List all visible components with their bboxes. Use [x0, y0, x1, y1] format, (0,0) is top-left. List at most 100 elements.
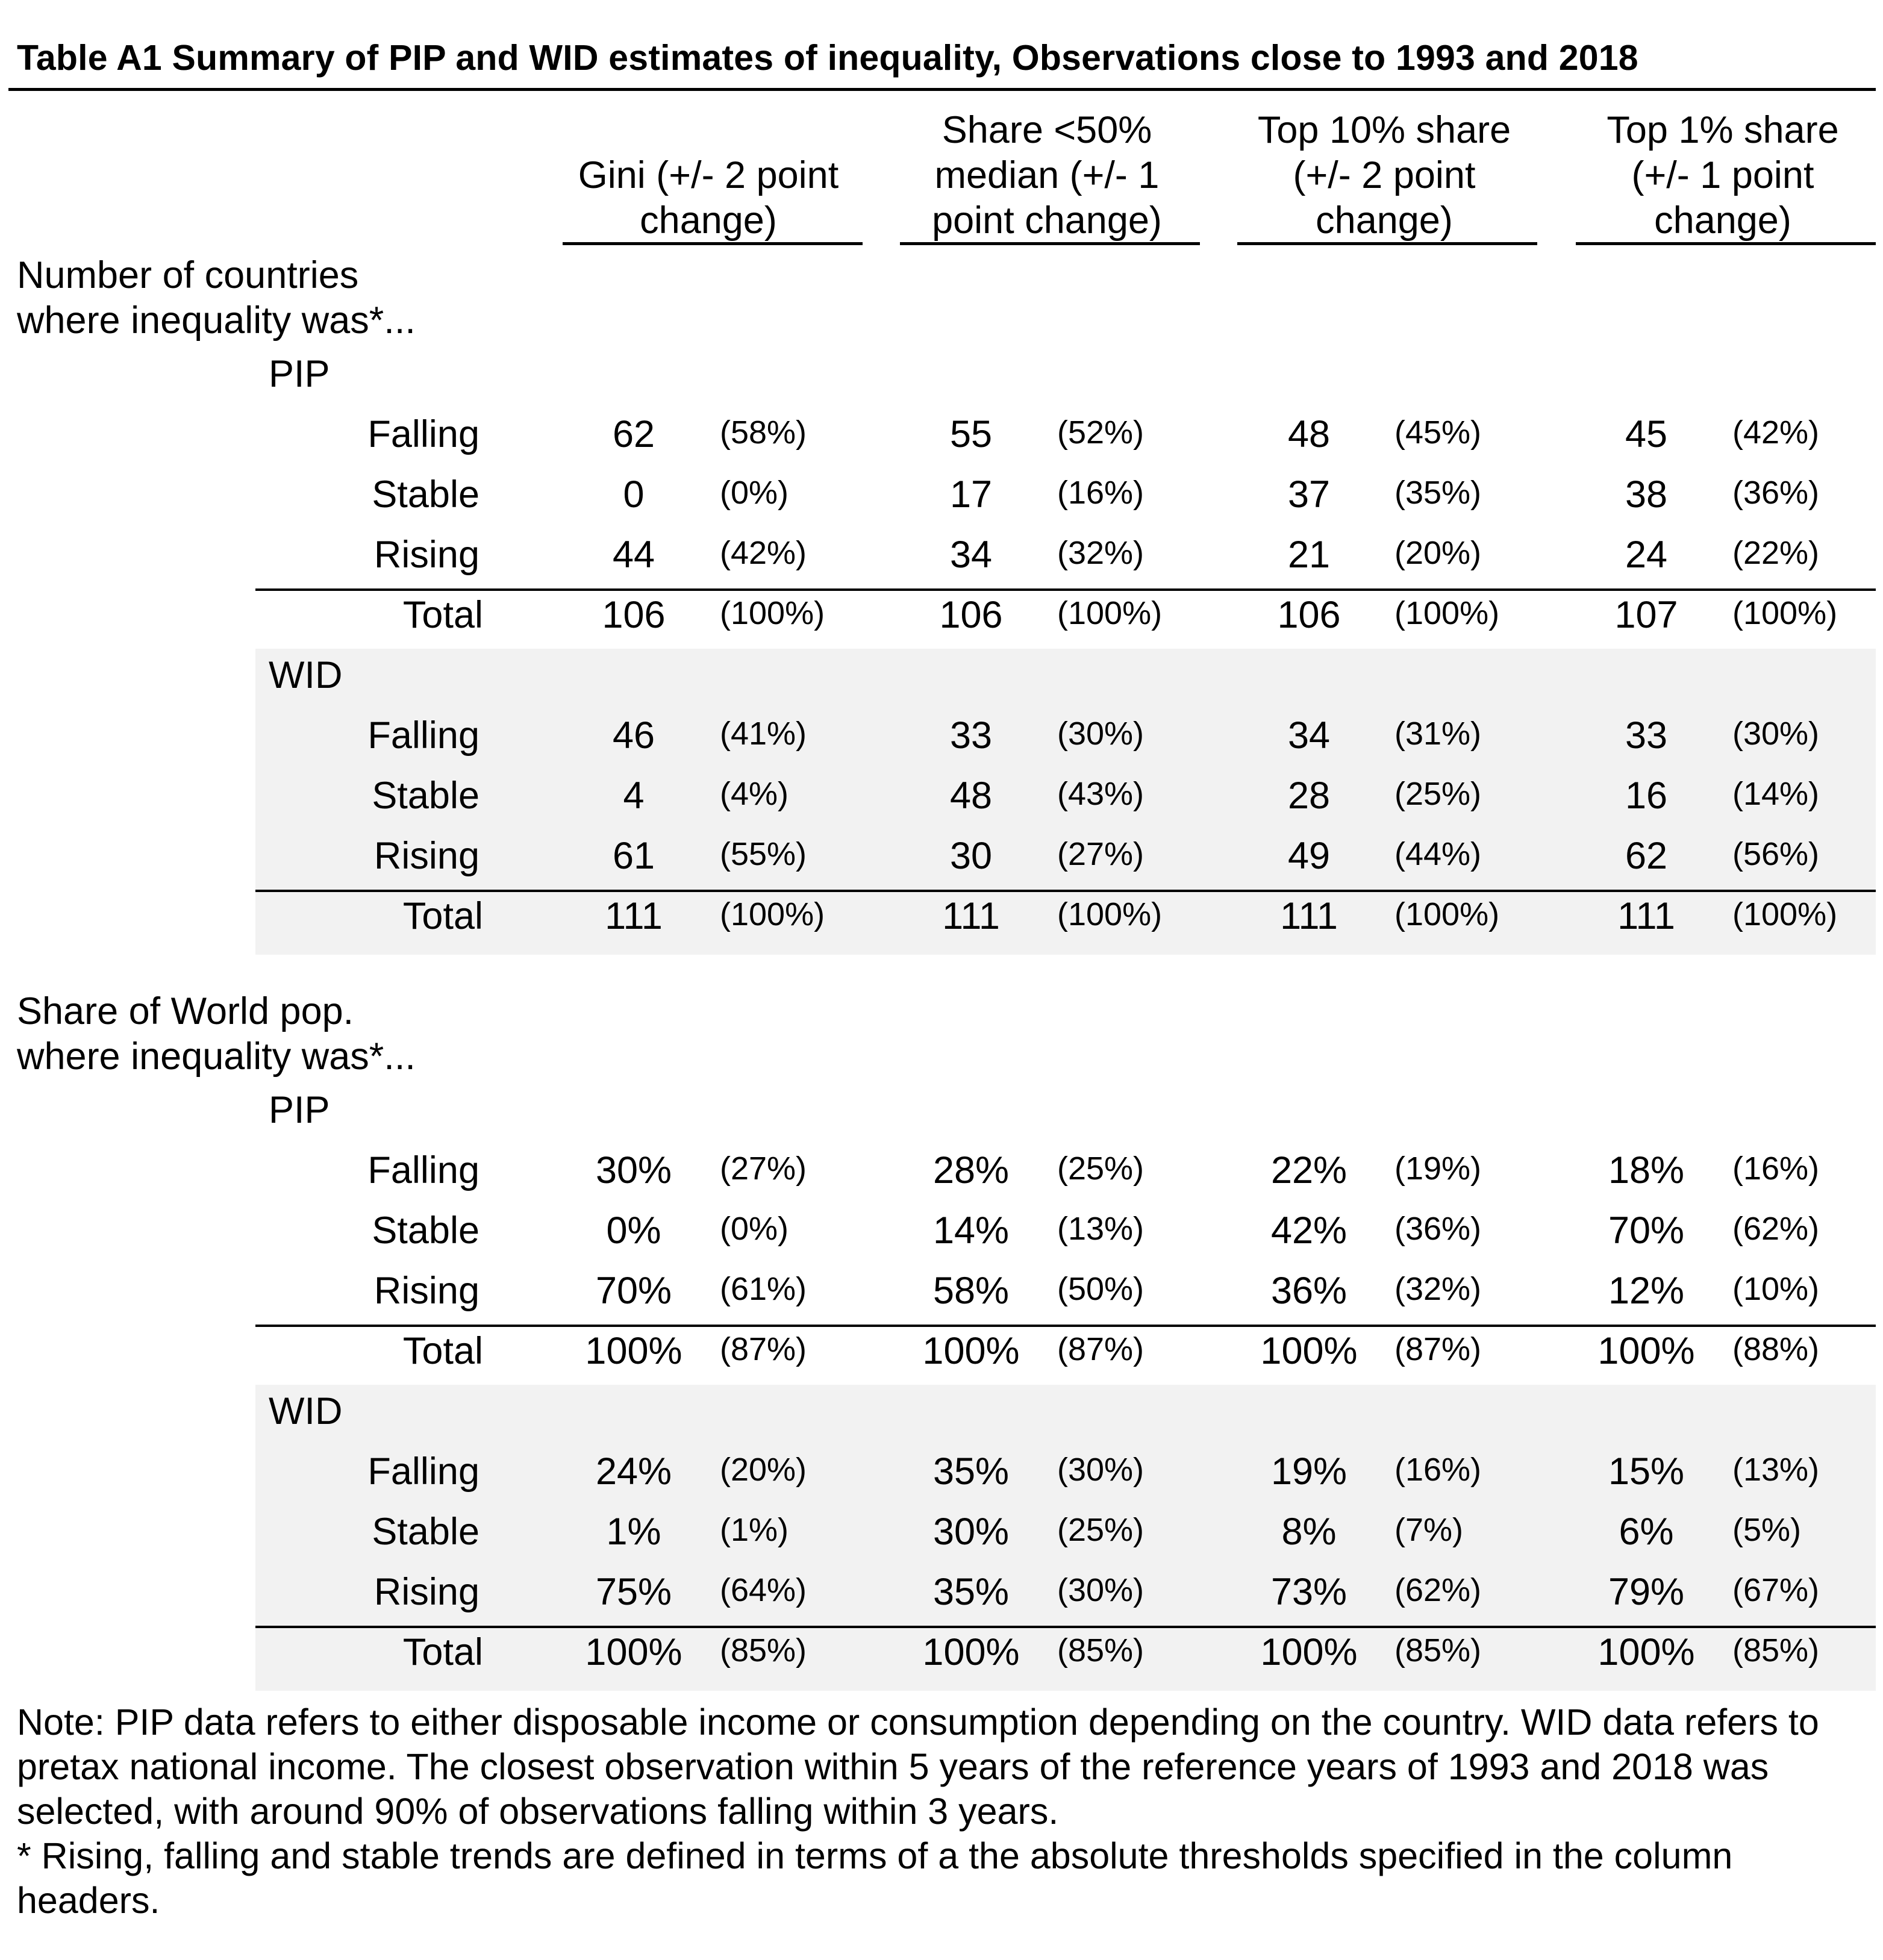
column-header-line: point change)	[932, 199, 1162, 242]
cell-percent: (14%)	[1732, 776, 1820, 812]
cell-percent: (16%)	[1732, 1150, 1820, 1187]
cell-value: 49	[1287, 835, 1331, 877]
cell-percent: (30%)	[1057, 1572, 1144, 1608]
cell-percent: (58%)	[720, 414, 807, 451]
column-header-line: change)	[640, 199, 777, 242]
table-title: Table A1 Summary of PIP and WID estimate…	[17, 38, 1638, 78]
cell-percent: (27%)	[720, 1150, 807, 1187]
cell-percent: (100%)	[720, 896, 825, 932]
cell-percent: (67%)	[1732, 1572, 1820, 1608]
cell-percent: (32%)	[1394, 1271, 1482, 1307]
cell-value: 48	[1287, 413, 1331, 455]
cell-value: 33	[949, 714, 993, 757]
cell-value: 100%	[1260, 1330, 1358, 1372]
cell-value: 62	[1625, 835, 1668, 877]
cell-value: 28	[1287, 775, 1331, 817]
cell-value: 106	[939, 594, 1003, 636]
cell-value: 61	[612, 835, 655, 877]
cell-value: 18%	[1608, 1149, 1685, 1191]
cell-percent: (100%)	[720, 595, 825, 631]
cell-value: 45	[1625, 413, 1668, 455]
cell-percent: (20%)	[720, 1452, 807, 1488]
cell-value: 35%	[932, 1571, 1010, 1613]
cell-value: 75%	[595, 1571, 672, 1613]
cell-value: 100%	[1597, 1330, 1695, 1372]
cell-percent: (31%)	[1394, 716, 1482, 752]
cell-value: 28%	[932, 1149, 1010, 1191]
cell-percent: (100%)	[1732, 595, 1838, 631]
cell-value: 44	[612, 534, 655, 576]
cell-percent: (85%)	[1732, 1632, 1820, 1668]
cell-percent: (16%)	[1394, 1452, 1482, 1488]
cell-value: 22%	[1270, 1149, 1347, 1191]
column-header-line: median (+/- 1	[934, 154, 1160, 196]
cell-value: 24	[1625, 534, 1668, 576]
cell-value: 70%	[595, 1270, 672, 1312]
cell-percent: (85%)	[1394, 1632, 1482, 1668]
cell-value: 55	[949, 413, 993, 455]
cell-percent: (100%)	[1394, 595, 1500, 631]
cell-value: 36%	[1270, 1270, 1347, 1312]
cell-value: 111	[1617, 895, 1675, 937]
cell-percent: (10%)	[1732, 1271, 1820, 1307]
cell-percent: (13%)	[1732, 1452, 1820, 1488]
cell-percent: (56%)	[1732, 836, 1820, 872]
row-label: Rising	[373, 1270, 479, 1312]
row-label: Stable	[372, 1209, 479, 1252]
column-header-rule	[563, 242, 863, 245]
section-heading: Share of World pop.	[17, 990, 354, 1032]
cell-percent: (87%)	[1394, 1331, 1482, 1367]
cell-percent: (13%)	[1057, 1211, 1144, 1247]
cell-value: 4	[623, 775, 645, 817]
note-paragraph: Note: PIP data refers to either disposab…	[17, 1702, 1819, 1832]
column-header-line: (+/- 2 point	[1293, 154, 1476, 196]
cell-percent: (0%)	[720, 475, 789, 511]
cell-percent: (42%)	[720, 535, 807, 571]
cell-value: 100%	[1597, 1631, 1695, 1673]
cell-value: 17	[949, 473, 993, 516]
cell-percent: (30%)	[1732, 716, 1820, 752]
cell-value: 111	[1280, 895, 1338, 937]
column-header-line: Share <50%	[941, 109, 1152, 151]
cell-value: 111	[605, 895, 663, 937]
cell-value: 58%	[932, 1270, 1010, 1312]
group-label: PIP	[269, 353, 330, 395]
row-label: Falling	[367, 413, 479, 455]
cell-percent: (62%)	[1394, 1572, 1482, 1608]
cell-percent: (85%)	[1057, 1632, 1144, 1668]
cell-value: 62	[612, 413, 655, 455]
column-header-line: Top 1% share	[1607, 109, 1839, 151]
cell-value: 34	[949, 534, 993, 576]
row-label: Stable	[372, 1511, 479, 1553]
cell-percent: (100%)	[1394, 896, 1500, 932]
row-label: Falling	[367, 714, 479, 757]
row-label: Stable	[372, 775, 479, 817]
section-heading: where inequality was*...	[17, 299, 416, 342]
cell-percent: (36%)	[1394, 1211, 1482, 1247]
total-label: Total	[402, 895, 483, 937]
cell-percent: (1%)	[720, 1512, 789, 1548]
cell-percent: (20%)	[1394, 535, 1482, 571]
total-label: Total	[402, 1330, 483, 1372]
cell-value: 111	[942, 895, 1000, 937]
cell-percent: (100%)	[1057, 896, 1163, 932]
row-label: Rising	[373, 534, 479, 576]
cell-percent: (100%)	[1057, 595, 1163, 631]
cell-percent: (52%)	[1057, 414, 1144, 451]
cell-value: 100%	[585, 1330, 682, 1372]
cell-percent: (50%)	[1057, 1271, 1144, 1307]
group-shading	[255, 649, 1876, 955]
section-heading: where inequality was*...	[17, 1035, 416, 1078]
cell-percent: (0%)	[720, 1211, 789, 1247]
title-rule	[8, 88, 1876, 91]
cell-value: 100%	[1260, 1631, 1358, 1673]
cell-percent: (27%)	[1057, 836, 1144, 872]
cell-value: 15%	[1608, 1450, 1685, 1493]
row-label: Falling	[367, 1149, 479, 1191]
total-label: Total	[402, 1631, 483, 1673]
cell-value: 14%	[932, 1209, 1010, 1252]
column-header-line: change)	[1316, 199, 1453, 242]
cell-percent: (64%)	[720, 1572, 807, 1608]
column-header-line: Gini (+/- 2 point	[578, 154, 839, 196]
cell-value: 106	[1277, 594, 1341, 636]
